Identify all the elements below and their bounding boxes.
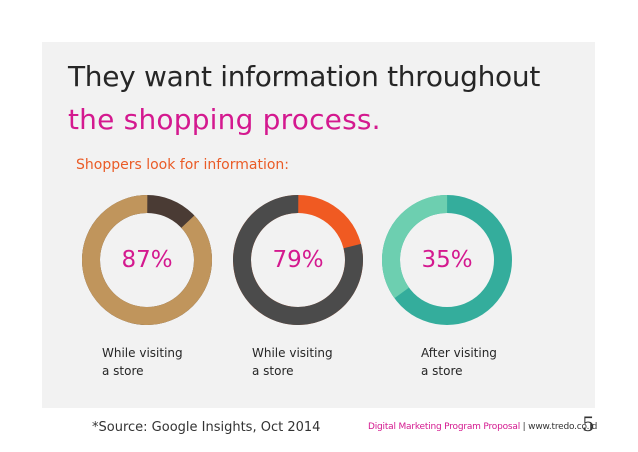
donut-chart-3: 35% (382, 195, 512, 325)
chart-subtitle: Shoppers look for information: (76, 157, 290, 173)
donut-svg-1 (82, 195, 212, 325)
page-number: 5 (582, 412, 595, 436)
donut-2-percent-label: 79% (272, 247, 324, 273)
footer-separator: | (520, 422, 529, 432)
donut-1-percent-label: 87% (121, 247, 173, 273)
donut-3-value-arc (382, 195, 512, 325)
slide-panel (42, 42, 595, 408)
donut-1-caption-line2: a store (102, 364, 144, 378)
slide-title-line1: They want information throughout (68, 60, 541, 93)
donut-2-value-arc (233, 195, 363, 325)
donut-2-caption-line2: a store (252, 364, 294, 378)
footer: Digital Marketing Program Proposal | www… (368, 422, 597, 432)
donut-chart-1: 87% (82, 195, 212, 325)
donut-2-caption: While visiting a store (252, 344, 362, 380)
footer-text: Digital Marketing Program Proposal (368, 422, 521, 432)
donut-1-caption: While visiting a store (102, 344, 212, 380)
donut-svg-2 (233, 195, 363, 325)
donut-2-caption-line1: While visiting (252, 346, 333, 360)
donut-3-caption-line1: After visiting (421, 346, 497, 360)
source-note: *Source: Google Insights, Oct 2014 (92, 420, 321, 435)
donut-3-caption: After visiting a store (421, 344, 531, 380)
donut-3-percent-label: 35% (421, 247, 473, 273)
slide-title-line2: the shopping process. (68, 103, 381, 136)
donut-svg-3 (382, 195, 512, 325)
donut-3-caption-line2: a store (421, 364, 463, 378)
donut-1-caption-line1: While visiting (102, 346, 183, 360)
footer-url: www.tredo.co.id (528, 422, 598, 432)
donut-chart-2: 79% (233, 195, 363, 325)
